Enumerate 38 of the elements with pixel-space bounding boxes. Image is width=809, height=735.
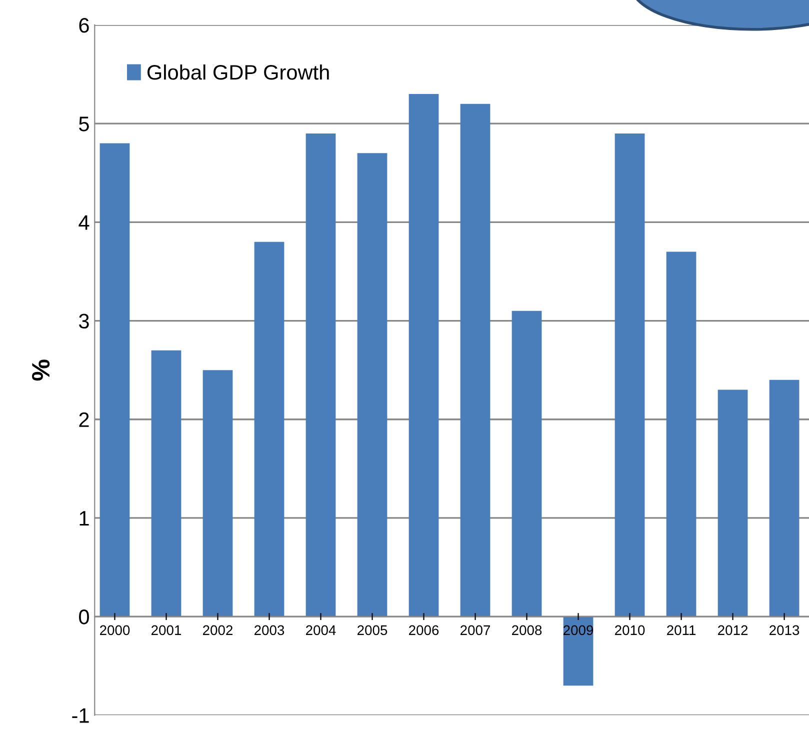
- x-tick-label: 2007: [460, 625, 490, 636]
- bar: [512, 310, 542, 617]
- y-tick-label: -1: [72, 708, 89, 723]
- y-tick-label: 4: [78, 215, 90, 230]
- y-tick-label: 6: [79, 18, 89, 33]
- bar: [254, 242, 284, 617]
- y-tick-label: 2: [79, 412, 89, 427]
- x-tick-label: 2006: [409, 625, 439, 636]
- bar: [769, 380, 800, 617]
- y-tick-label: 3: [79, 314, 89, 329]
- bar: [460, 104, 490, 617]
- bar: [666, 252, 696, 617]
- bar: [202, 370, 233, 617]
- x-tick-label: 2000: [100, 625, 130, 636]
- y-tick-label: 0: [79, 610, 89, 624]
- x-tick-label: 2002: [202, 625, 232, 636]
- y-tick-label: 1: [80, 511, 89, 526]
- x-tick-label: 2005: [358, 625, 388, 636]
- bar: [718, 390, 748, 617]
- y-tick-label: 5: [79, 116, 89, 132]
- y-axis-title: %: [32, 360, 50, 381]
- x-tick-label: 2009: [564, 625, 594, 636]
- x-tick-label: 2011: [667, 625, 696, 636]
- bar: [563, 616, 594, 686]
- x-tick-label: 2010: [615, 625, 645, 636]
- x-tick-label: 2003: [254, 625, 284, 636]
- bar: [357, 153, 388, 617]
- bar: [306, 133, 336, 617]
- x-tick-label: 2001: [151, 625, 182, 636]
- x-tick-label: 2013: [770, 625, 800, 636]
- bar: [408, 94, 439, 617]
- x-tick-label: 2012: [718, 625, 748, 636]
- x-tick-label: 2008: [512, 625, 542, 636]
- legend-label: Global GDP Growth: [147, 64, 329, 80]
- bar: [100, 143, 130, 617]
- bar: [614, 133, 645, 617]
- x-tick-label: 2004: [306, 625, 336, 636]
- bar: [151, 350, 182, 617]
